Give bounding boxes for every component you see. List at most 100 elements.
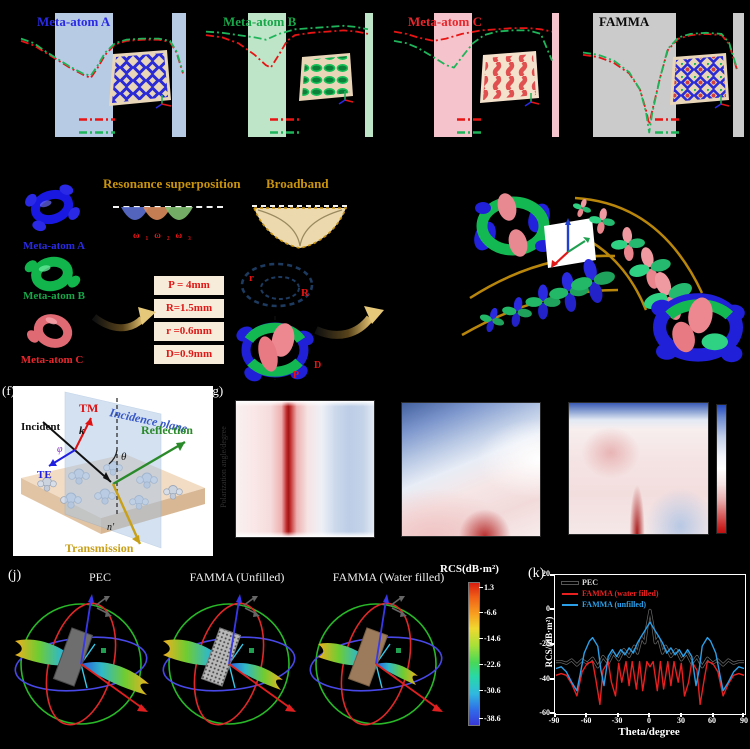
panel-f-incidence-schematic: Incidence plane TM k Incident Reflection… bbox=[13, 386, 213, 556]
edge-band bbox=[552, 13, 559, 137]
resonance-superposition-title: Resonance superposition bbox=[103, 176, 241, 191]
pec-plate bbox=[52, 627, 94, 687]
rcs-tick: 1.3 bbox=[484, 583, 494, 592]
legend-absorption-label: Absorption bbox=[131, 119, 172, 129]
panel-title: Meta-atom A bbox=[37, 14, 111, 29]
k-legend-water: FAMMA (water filled) bbox=[562, 589, 659, 599]
k-xtick: 60 bbox=[708, 716, 716, 725]
edge-band bbox=[733, 13, 744, 137]
panel-famma: FAMMA Reflection Absorption bbox=[577, 8, 745, 144]
legend-reflection-label: Reflection bbox=[487, 106, 525, 116]
famma-water-title: FAMMA (Water filled) bbox=[332, 570, 445, 584]
rcs-tick: -22.6 bbox=[484, 660, 501, 669]
param-R: R=1.5mm bbox=[154, 299, 224, 318]
panel-title: Meta-atom B bbox=[223, 14, 297, 29]
rcs-colorbar bbox=[468, 582, 480, 726]
rcs-pattern-pec bbox=[11, 593, 151, 733]
famma-unfilled-plate bbox=[200, 627, 242, 687]
radiation-lobe-right bbox=[229, 662, 283, 690]
struct-label-d: D bbox=[314, 360, 322, 371]
radius-outer-label: R bbox=[301, 287, 309, 299]
meta-atom-c-icon bbox=[27, 314, 73, 348]
n-prime-label: n' bbox=[107, 522, 115, 533]
highlight-band bbox=[593, 13, 676, 137]
legend-absorption-label: Absorption bbox=[306, 119, 347, 129]
k-xtick: -30 bbox=[611, 716, 623, 725]
k-xlabel: Theta/degree bbox=[618, 726, 680, 738]
axes-icon bbox=[524, 93, 540, 107]
famma-cluster-bottom bbox=[651, 293, 745, 363]
reflection-label: Reflection bbox=[141, 423, 193, 437]
broadband-shape bbox=[252, 205, 348, 249]
panel-meta-atom-c: Meta-atom C Reflection Absorption bbox=[388, 8, 560, 144]
edge-band bbox=[365, 13, 373, 137]
meta-atom-a-label: Meta-atom A bbox=[22, 240, 85, 252]
panel-meta-atom-a: Meta-atom A Reflection Absorption bbox=[15, 8, 191, 144]
heatmap-colorbar bbox=[716, 404, 727, 534]
radius-schematic bbox=[240, 262, 314, 308]
phi-label: φ bbox=[57, 444, 63, 455]
spectrum-chart-c bbox=[393, 27, 553, 69]
rcs-pattern-famma-unfilled bbox=[159, 593, 299, 733]
rcs-tick: -38.6 bbox=[484, 714, 501, 723]
pec-title: PEC bbox=[88, 570, 111, 584]
param-p: P = 4mm bbox=[154, 276, 224, 295]
transmission-label: Transmission bbox=[65, 541, 134, 555]
k-legend-water-line bbox=[562, 593, 578, 596]
panel-k: (k) RCS/(dB·m²) PEC FAMMA (water filled)… bbox=[528, 564, 750, 749]
k-label: k bbox=[79, 425, 85, 437]
k-ytick: 0 bbox=[546, 604, 550, 613]
param-D: D=0.9mm bbox=[154, 345, 224, 364]
axes-icon bbox=[714, 95, 730, 109]
radiation-lobe-right bbox=[81, 662, 149, 695]
incident-label: Incident bbox=[21, 421, 60, 433]
curved-arrow-right bbox=[314, 306, 384, 339]
parameter-box: P = 4mm R=1.5mm r =0.6mm D=0.9mm bbox=[154, 276, 224, 368]
meta-atom-b-label: Meta-atom B bbox=[22, 290, 85, 302]
heatmap-g bbox=[235, 400, 375, 538]
k-curves bbox=[555, 608, 745, 706]
tm-label: TM bbox=[79, 401, 98, 415]
theta-label: θ bbox=[121, 451, 127, 463]
panel-f-label: (f) bbox=[2, 383, 15, 398]
rcs-tick: -6.6 bbox=[484, 608, 497, 617]
k-xtick: -60 bbox=[580, 716, 592, 725]
rcs-tick: -14.6 bbox=[484, 634, 501, 643]
k-plot-area bbox=[554, 574, 746, 715]
legend-reflection-label: Reflection bbox=[306, 106, 344, 116]
panel-g-label: (g) bbox=[208, 383, 224, 398]
heatmap-h bbox=[401, 402, 541, 537]
panel-meta-atom-b: Meta-atom B Reflection Absorption bbox=[200, 8, 376, 144]
famma-assembly-diagram bbox=[461, 193, 745, 363]
axes-icon bbox=[338, 91, 354, 105]
panel-title: Meta-atom C bbox=[408, 14, 482, 29]
meta-atom-a-array-inset bbox=[109, 50, 172, 109]
k-xtick: 30 bbox=[677, 716, 685, 725]
k-legend-unfilled: FAMMA (unfilled) bbox=[562, 600, 646, 610]
legend-reflection-line bbox=[655, 109, 681, 121]
combined-meta-atom bbox=[236, 316, 314, 382]
edge-band bbox=[172, 13, 186, 137]
legend-absorption-label: Absorption bbox=[687, 119, 728, 129]
k-xtick: 0 bbox=[647, 716, 651, 725]
legend-absorption-label: Absorption bbox=[487, 119, 528, 129]
k-ytick: -40 bbox=[539, 674, 550, 683]
legend-absorption-line bbox=[655, 122, 681, 134]
polarization-axis-label: Polarization angle/degree bbox=[219, 426, 228, 508]
curved-arrow-left bbox=[91, 307, 156, 332]
legend-absorption-line bbox=[457, 122, 481, 134]
legend-reflection-label: Reflection bbox=[131, 106, 169, 116]
panel-title: FAMMA bbox=[599, 14, 650, 29]
famma-cluster-top bbox=[474, 193, 551, 257]
substrate-front bbox=[21, 478, 101, 534]
resonance-lobes bbox=[121, 207, 193, 220]
rcs-colorbar-title: RCS(dB·m²) bbox=[440, 563, 499, 575]
struct-label-p: P bbox=[293, 370, 300, 381]
heatmap-i bbox=[568, 402, 709, 535]
famma-water-plate bbox=[347, 627, 389, 687]
k-legend-pec: PEC bbox=[561, 578, 598, 588]
k-ytick: -20 bbox=[539, 639, 550, 648]
k-ytick: -60 bbox=[539, 708, 550, 717]
panel-j-label: (j) bbox=[8, 568, 22, 583]
k-xtick: -90 bbox=[548, 716, 560, 725]
